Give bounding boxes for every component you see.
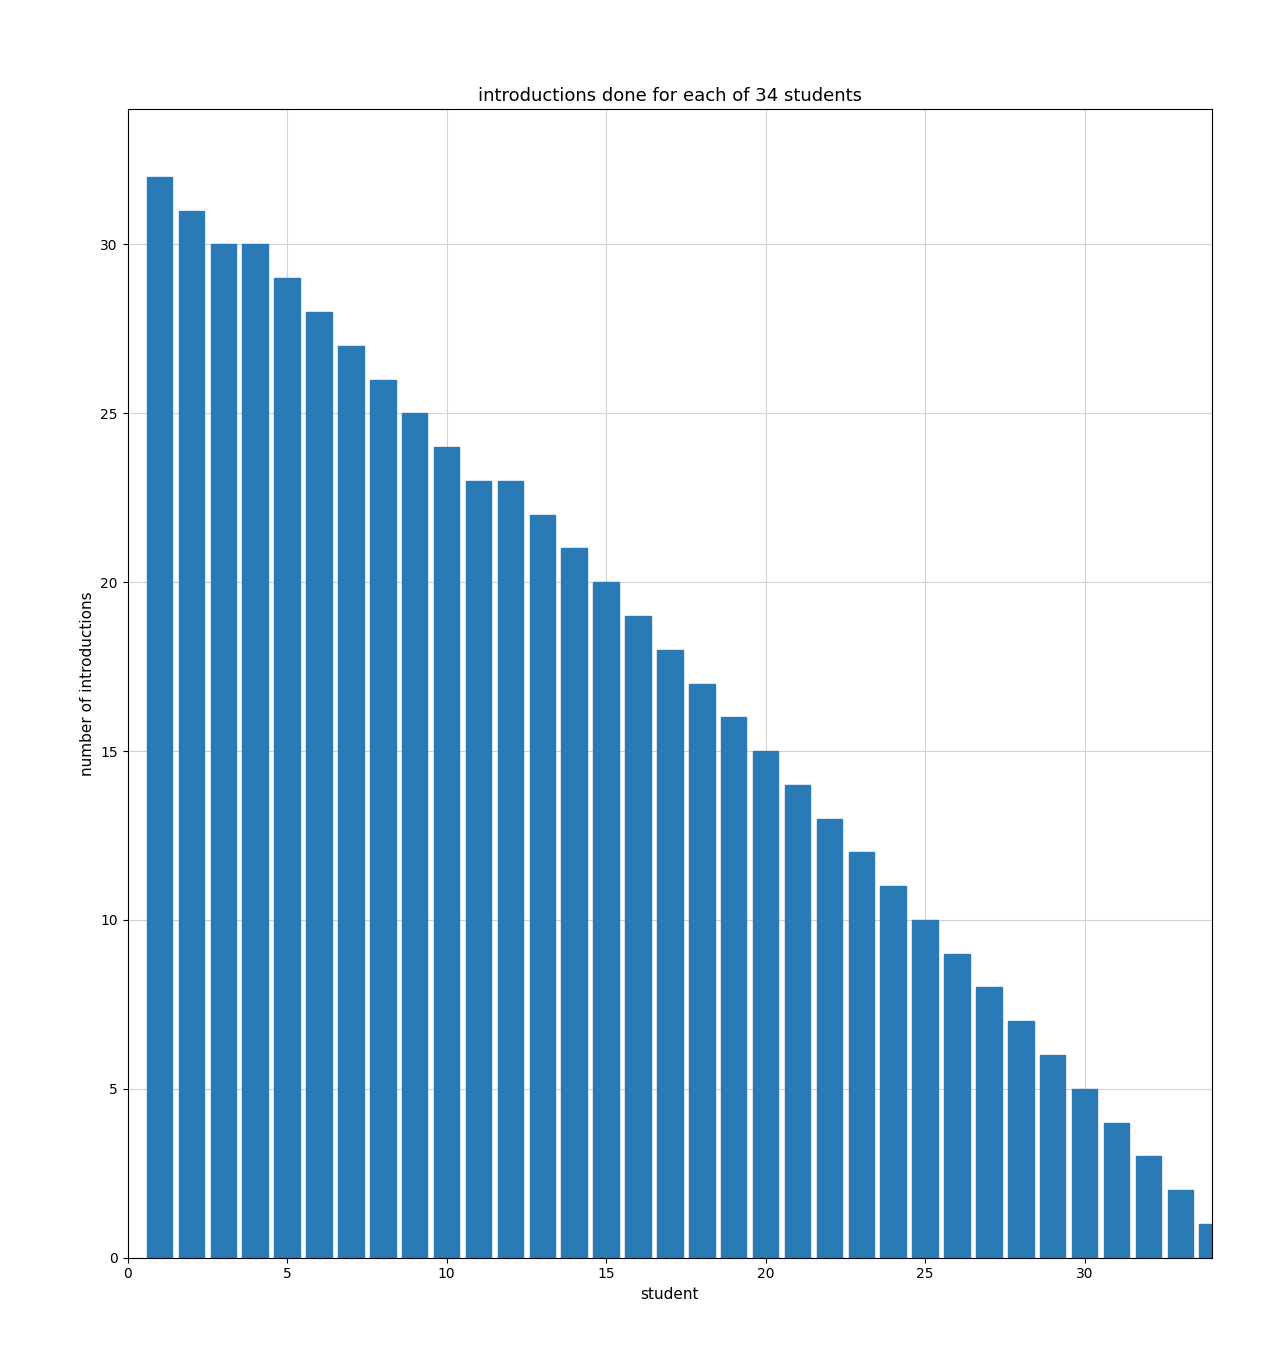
Bar [242, 245, 268, 1258]
Bar [1136, 1156, 1161, 1258]
Bar [274, 279, 300, 1258]
Bar [880, 886, 906, 1258]
Y-axis label: number of introductions: number of introductions [79, 591, 94, 776]
Bar [976, 987, 1002, 1258]
Bar [179, 211, 204, 1258]
Bar [498, 481, 523, 1258]
Bar [817, 819, 842, 1258]
Bar [1199, 1223, 1225, 1258]
Bar [1008, 1021, 1034, 1258]
Bar [944, 954, 970, 1258]
Bar [211, 245, 236, 1258]
Bar [561, 548, 587, 1258]
Bar [306, 312, 332, 1258]
Bar [434, 447, 459, 1258]
Bar [402, 413, 427, 1258]
Bar [370, 380, 396, 1258]
Bar [530, 514, 555, 1258]
X-axis label: student: student [641, 1286, 699, 1301]
Bar [785, 785, 810, 1258]
Bar [657, 649, 683, 1258]
Bar [689, 684, 715, 1258]
Bar [721, 718, 746, 1258]
Bar [912, 920, 938, 1258]
Bar [466, 481, 491, 1258]
Bar [1168, 1191, 1193, 1258]
Bar [625, 617, 651, 1258]
Bar [849, 853, 874, 1258]
Bar [147, 176, 172, 1258]
Bar [338, 346, 364, 1258]
Bar [593, 582, 619, 1258]
Bar [1104, 1122, 1129, 1258]
Bar [753, 750, 778, 1258]
Bar [1040, 1055, 1065, 1258]
Bar [1072, 1088, 1097, 1258]
Title: introductions done for each of 34 students: introductions done for each of 34 studen… [478, 87, 861, 105]
